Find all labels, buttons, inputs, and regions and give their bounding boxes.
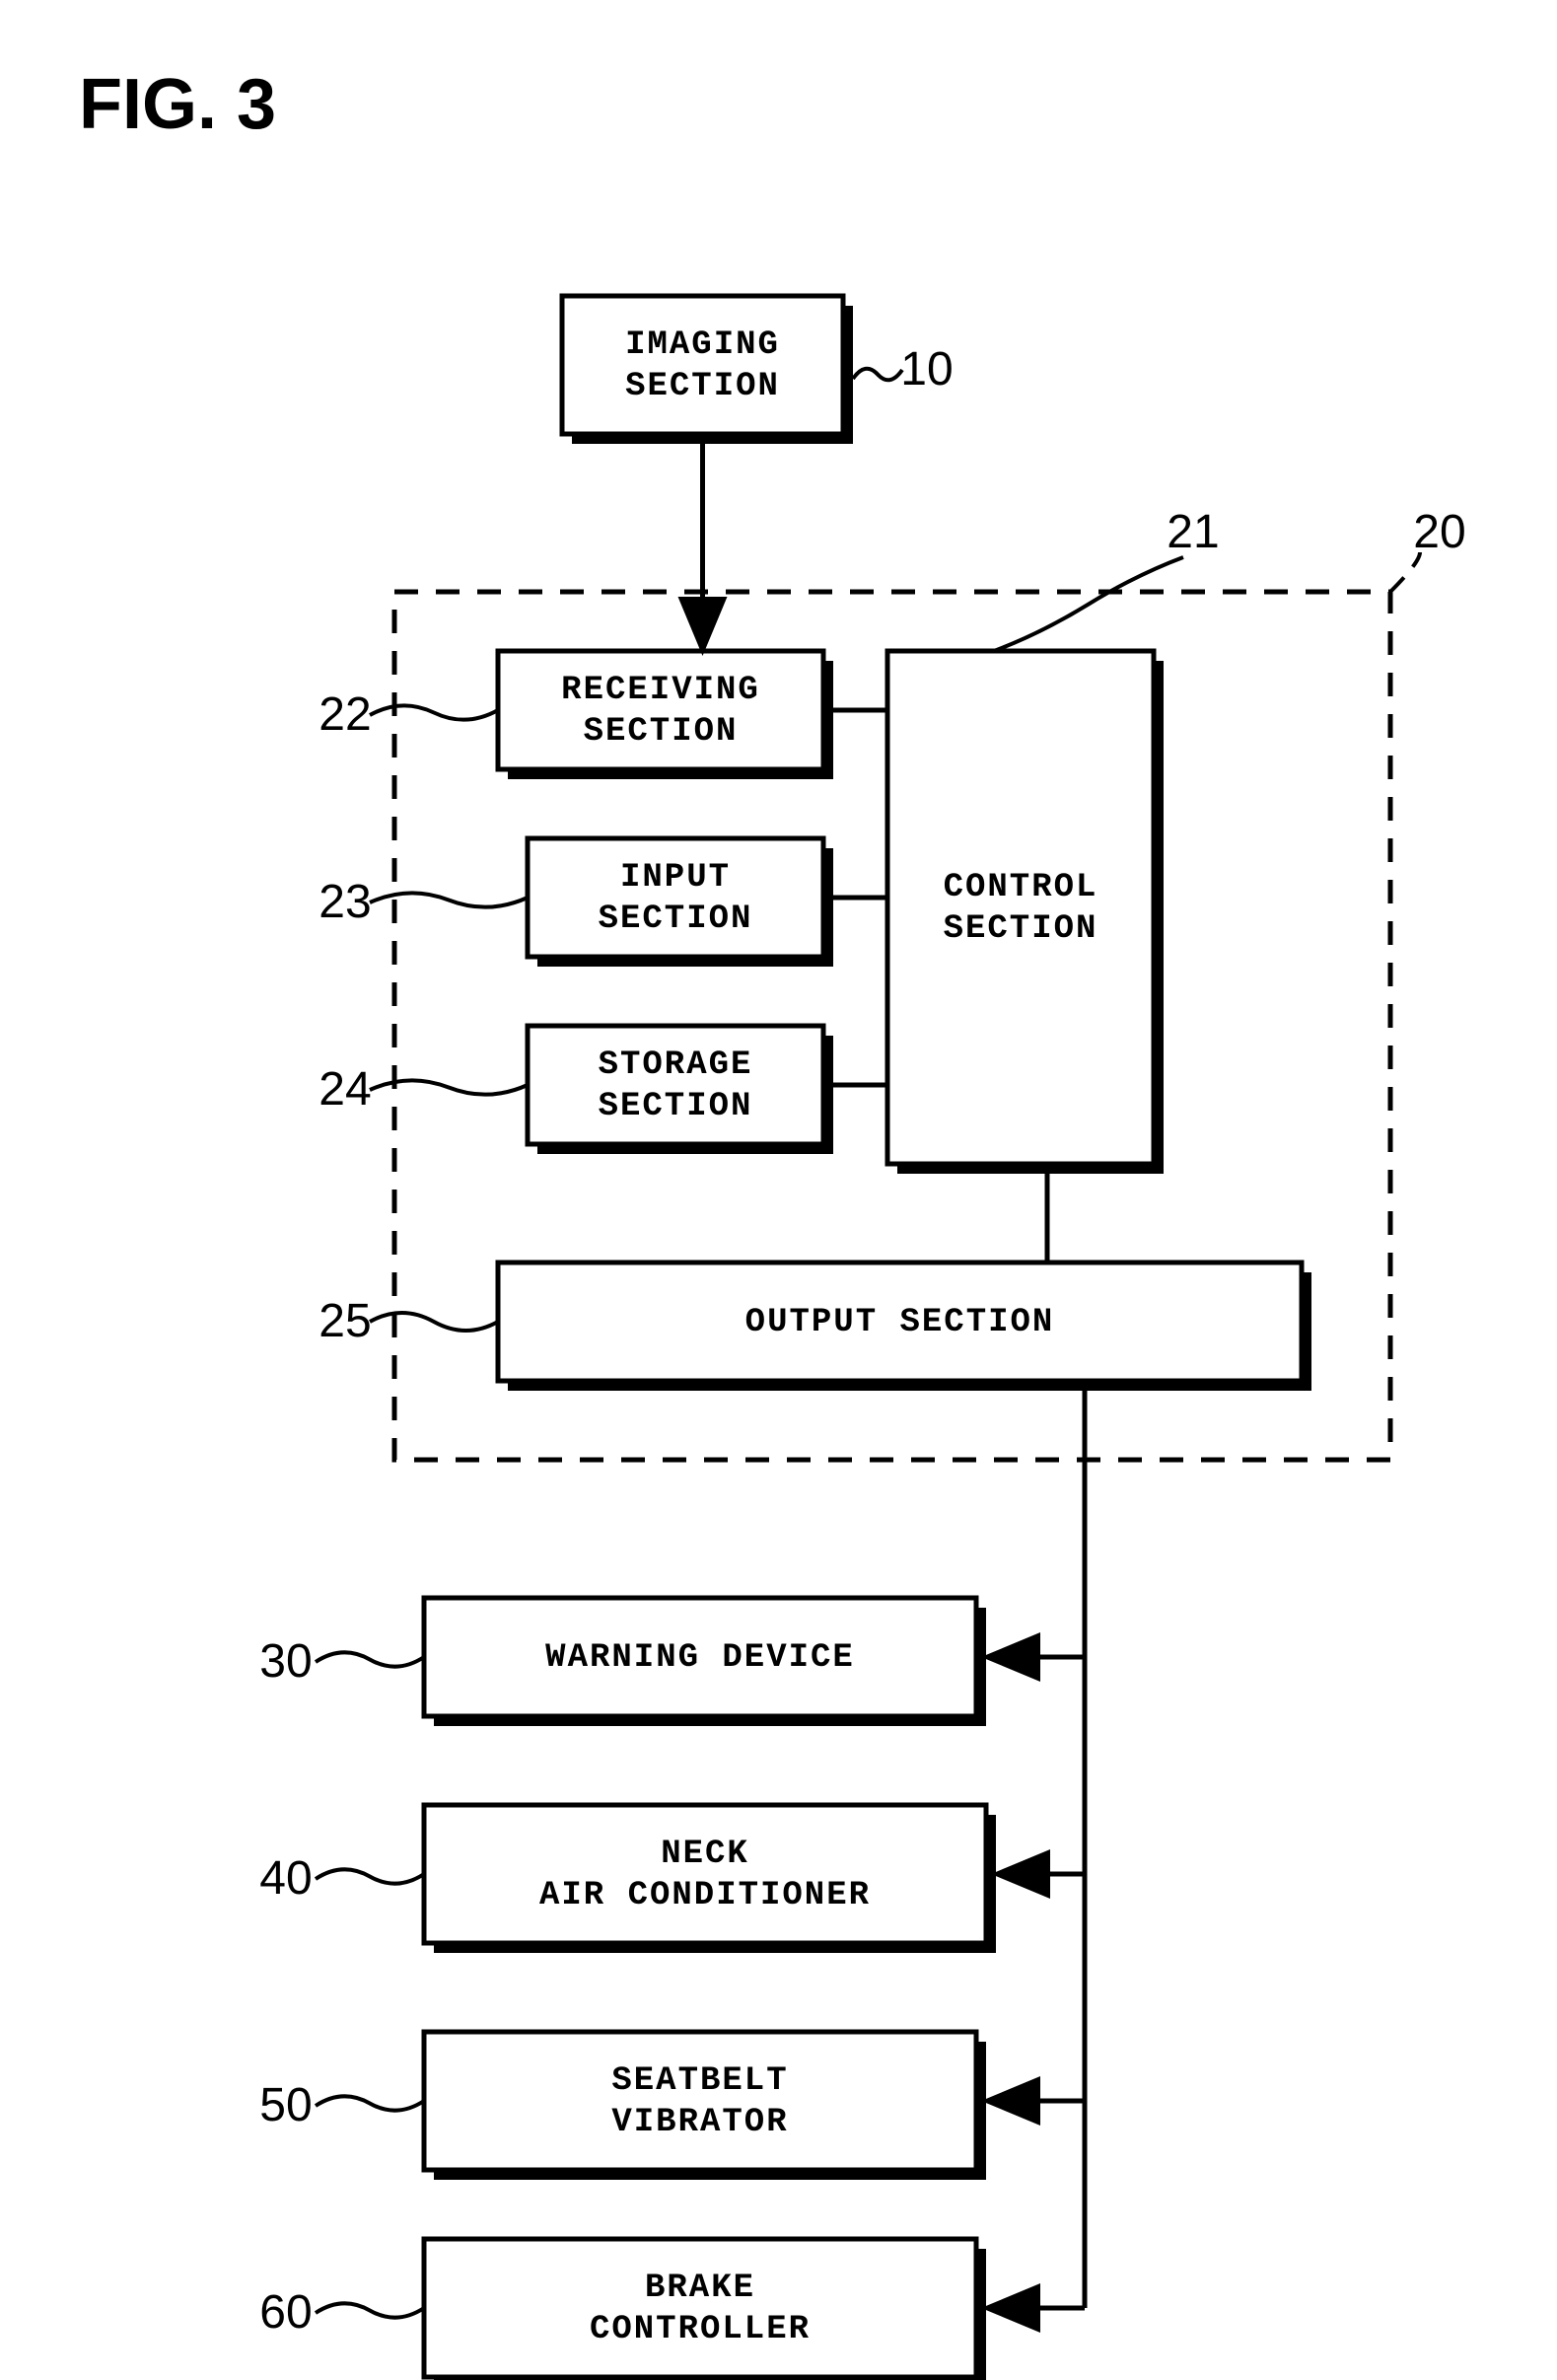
seatbelt-label: SEATBELT xyxy=(611,2062,788,2100)
receiving-box xyxy=(498,651,823,769)
ref-60: 60 xyxy=(259,2286,312,2339)
storage-label: STORAGE xyxy=(599,1046,753,1084)
neck-label: NECK xyxy=(661,1836,749,1873)
control-label: SECTION xyxy=(944,910,1098,948)
warning-label: WARNING DEVICE xyxy=(545,1639,855,1677)
control-label: CONTROL xyxy=(944,869,1098,906)
figure-title: FIG. 3 xyxy=(79,65,276,144)
input-label: INPUT xyxy=(620,859,731,897)
neck-box xyxy=(424,1805,986,1943)
ref-30: 30 xyxy=(259,1635,312,1688)
ref-23: 23 xyxy=(318,876,371,928)
output-label: OUTPUT SECTION xyxy=(745,1304,1055,1341)
input-box xyxy=(528,838,823,957)
ref-24: 24 xyxy=(318,1063,371,1116)
imaging-label: IMAGING xyxy=(625,326,780,364)
seatbelt-label: VIBRATOR xyxy=(611,2104,788,2141)
receiving-label: SECTION xyxy=(584,713,739,751)
storage-box xyxy=(528,1026,823,1144)
storage-label: SECTION xyxy=(599,1088,753,1125)
receiving-label: RECEIVING xyxy=(561,672,760,709)
brake-box xyxy=(424,2239,976,2377)
block-diagram: FIG. 3 IMAGING SECTION CONTROL SECTION RECEI… xyxy=(0,0,1557,2380)
ref-40: 40 xyxy=(259,1852,312,1905)
ref-21: 21 xyxy=(1167,506,1219,558)
ref-22: 22 xyxy=(318,688,371,741)
imaging-label: SECTION xyxy=(625,368,780,405)
control-box xyxy=(887,651,1154,1164)
imaging-box xyxy=(562,296,843,434)
ref-50: 50 xyxy=(259,2079,312,2131)
ref-25: 25 xyxy=(318,1295,371,1347)
input-label: SECTION xyxy=(599,901,753,938)
neck-label: AIR CONDITIONER xyxy=(539,1877,871,1914)
brake-label: BRAKE xyxy=(645,2270,755,2307)
ref-20: 20 xyxy=(1413,506,1465,558)
ref-10: 10 xyxy=(900,343,953,396)
seatbelt-box xyxy=(424,2032,976,2170)
brake-label: CONTROLLER xyxy=(590,2311,811,2348)
